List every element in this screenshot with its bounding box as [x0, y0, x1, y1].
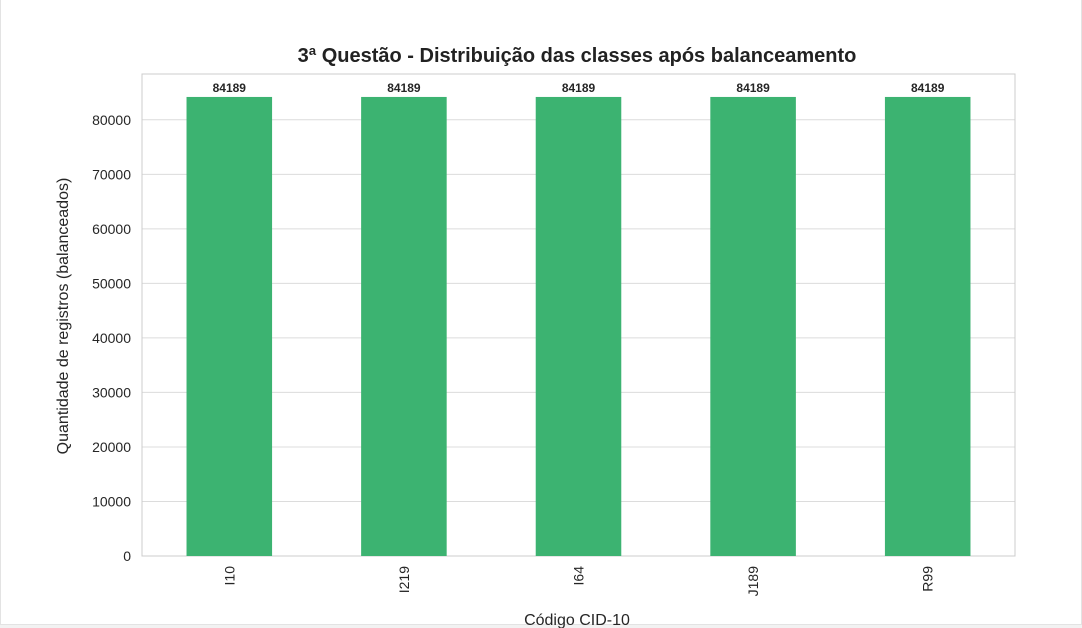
x-tick-label: I10: [221, 566, 237, 586]
bars: [186, 96, 971, 556]
bar-i10: [186, 96, 273, 556]
x-tick-label: J189: [745, 566, 761, 597]
bar-j189: [710, 96, 796, 556]
bar-value-label: 84189: [387, 81, 421, 95]
y-tick-label: 60000: [92, 221, 131, 237]
bottom-divider: [0, 625, 1082, 628]
y-tick-label: 40000: [92, 330, 131, 346]
bar-value-label: 84189: [736, 81, 770, 95]
bar-value-label: 84189: [562, 81, 596, 95]
y-axis-label: Quantidade de registros (balanceados): [55, 178, 72, 455]
x-axis-ticks: I10 I219 I64 J189 R99: [221, 566, 935, 597]
y-tick-label: 30000: [92, 384, 131, 400]
x-tick-label: I219: [396, 566, 412, 593]
y-tick-label: 20000: [92, 439, 131, 455]
y-tick-label: 50000: [92, 275, 131, 291]
bar-value-label: 84189: [213, 81, 247, 95]
bar-value-label: 84189: [911, 81, 945, 95]
x-tick-label: I64: [571, 566, 587, 586]
y-axis-ticks: 0 10000 20000 30000 40000 50000 60000 70000 8000…: [92, 112, 131, 564]
y-tick-label: 80000: [92, 112, 131, 128]
chart-title: 3ª Questão - Distribuição das classes ap…: [298, 45, 857, 67]
bar-r99: [884, 96, 971, 556]
bar-i64: [535, 96, 622, 556]
y-tick-label: 70000: [92, 166, 131, 182]
x-axis-label: Código CID-10: [524, 612, 630, 628]
y-tick-label: 10000: [92, 493, 131, 509]
y-tick-label: 0: [123, 548, 131, 564]
bar-i219: [361, 96, 447, 556]
x-tick-label: R99: [920, 566, 936, 592]
value-labels: 84189 84189 84189 84189 84189: [213, 81, 945, 95]
